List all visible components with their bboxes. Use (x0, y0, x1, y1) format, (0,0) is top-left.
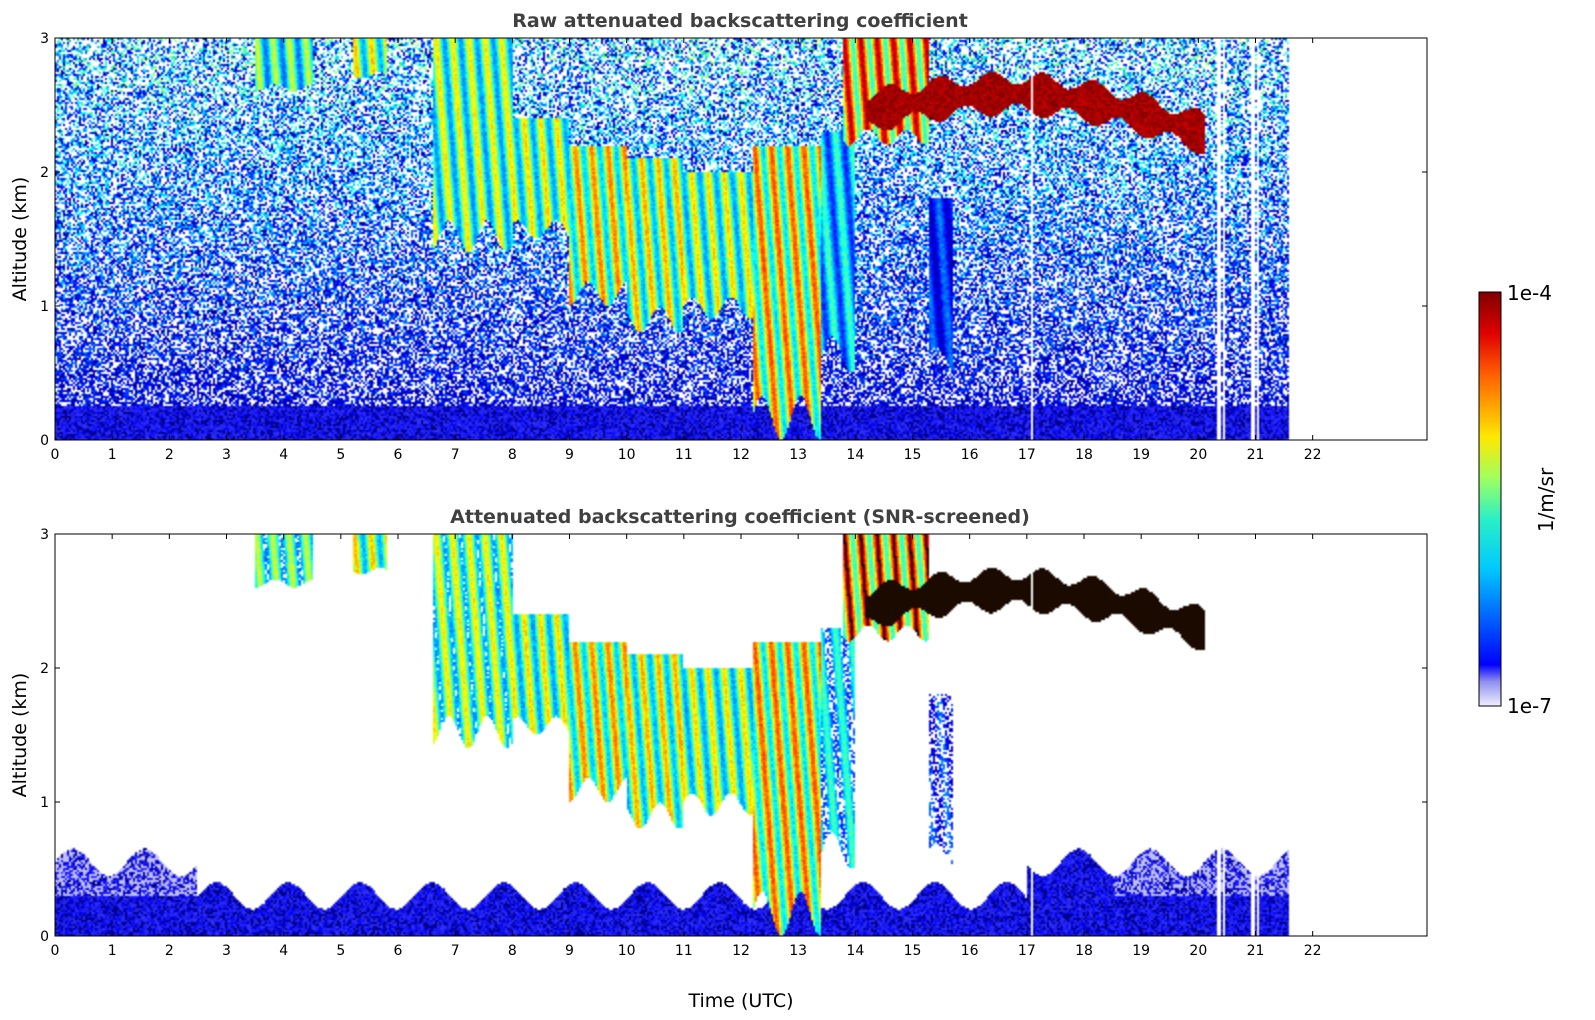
panel-raw-y-ticks: 0 1 2 3 (40, 31, 1427, 449)
raw-x-tick-label: 20 (1189, 447, 1207, 463)
scr-x-tick-label: 16 (961, 943, 979, 959)
scr-x-tick-label: 20 (1189, 943, 1207, 959)
raw-x-tick-label: 19 (1132, 447, 1150, 463)
scr-x-tick-label: 22 (1304, 943, 1322, 959)
raw-x-tick-label: 2 (165, 447, 174, 463)
raw-y-tick-label: 3 (40, 31, 49, 47)
panel-screened-y-label: Altitude (km) (9, 673, 31, 798)
panel-raw-title: Raw attenuated backscattering coefficien… (512, 10, 968, 32)
raw-x-tick-label: 15 (904, 447, 922, 463)
scr-x-tick-label: 2 (165, 943, 174, 959)
raw-y-tick-label: 2 (40, 165, 49, 181)
scr-y-tick-label: 0 (40, 929, 49, 945)
raw-x-tick-label: 22 (1304, 447, 1322, 463)
colorbar-min-label: 1e-7 (1507, 694, 1552, 718)
raw-x-tick-label: 8 (508, 447, 517, 463)
scr-x-tick-label: 12 (732, 943, 750, 959)
raw-x-tick-label: 6 (394, 447, 403, 463)
panel-raw-x-ticks: 0 1 2 3 4 5 6 7 8 9 10 11 12 13 14 15 16 17 18 19 20 21 22 (51, 38, 1322, 463)
panel-raw-y-label: Altitude (km) (9, 177, 31, 302)
raw-x-tick-label: 12 (732, 447, 750, 463)
scr-x-tick-label: 11 (675, 943, 693, 959)
scr-x-tick-label: 13 (789, 943, 807, 959)
raw-x-tick-label: 17 (1018, 447, 1036, 463)
scr-y-tick-label: 3 (40, 527, 49, 543)
colorbar-unit-label: 1/m/sr (1534, 467, 1558, 532)
panel-screened-heatmap (55, 534, 1427, 936)
colorbar: 1e-4 1e-7 1/m/sr (1478, 281, 1558, 718)
scr-x-tick-label: 5 (336, 943, 345, 959)
scr-x-tick-label: 10 (618, 943, 636, 959)
raw-x-tick-label: 13 (789, 447, 807, 463)
raw-x-tick-label: 7 (451, 447, 460, 463)
panel-screened-x-label: Time (UTC) (687, 990, 793, 1012)
scr-y-tick-label: 2 (40, 661, 49, 677)
scr-x-tick-label: 1 (108, 943, 117, 959)
raw-x-tick-label: 11 (675, 447, 693, 463)
raw-x-tick-label: 3 (222, 447, 231, 463)
raw-y-tick-label: 0 (40, 433, 49, 449)
raw-x-tick-label: 1 (108, 447, 117, 463)
panel-screened-title: Attenuated backscattering coefficient (S… (450, 506, 1030, 528)
panel-screened-y-ticks: 0 1 2 3 (40, 527, 1427, 945)
raw-x-tick-label: 21 (1247, 447, 1265, 463)
scr-x-tick-label: 8 (508, 943, 517, 959)
raw-x-tick-label: 4 (279, 447, 288, 463)
scr-x-tick-label: 3 (222, 943, 231, 959)
scr-x-tick-label: 19 (1132, 943, 1150, 959)
scr-x-tick-label: 14 (846, 943, 864, 959)
scr-x-tick-label: 7 (451, 943, 460, 959)
raw-x-tick-label: 5 (336, 447, 345, 463)
scr-x-tick-label: 9 (565, 943, 574, 959)
raw-x-tick-label: 10 (618, 447, 636, 463)
colorbar-max-label: 1e-4 (1507, 281, 1552, 305)
scr-x-tick-label: 21 (1247, 943, 1265, 959)
scr-x-tick-label: 17 (1018, 943, 1036, 959)
scr-x-tick-label: 0 (51, 943, 60, 959)
scr-y-tick-label: 1 (40, 795, 49, 811)
raw-x-tick-label: 0 (51, 447, 60, 463)
raw-x-tick-label: 18 (1075, 447, 1093, 463)
panel-screened-x-ticks: 0 1 2 3 4 5 6 7 8 9 10 11 12 13 14 15 16 17 18 19 20 21 22 (51, 534, 1322, 959)
scr-x-tick-label: 15 (904, 943, 922, 959)
raw-x-tick-label: 16 (961, 447, 979, 463)
panel-screened: Attenuated backscattering coefficient (S… (9, 506, 1428, 1012)
raw-x-tick-label: 9 (565, 447, 574, 463)
scr-x-tick-label: 4 (279, 943, 288, 959)
panel-raw: Raw attenuated backscattering coefficien… (9, 10, 1428, 463)
scr-x-tick-label: 18 (1075, 943, 1093, 959)
panel-raw-heatmap (55, 38, 1427, 440)
raw-x-tick-label: 14 (846, 447, 864, 463)
colorbar-gradient (1478, 291, 1502, 707)
scr-x-tick-label: 6 (394, 943, 403, 959)
raw-y-tick-label: 1 (40, 299, 49, 315)
